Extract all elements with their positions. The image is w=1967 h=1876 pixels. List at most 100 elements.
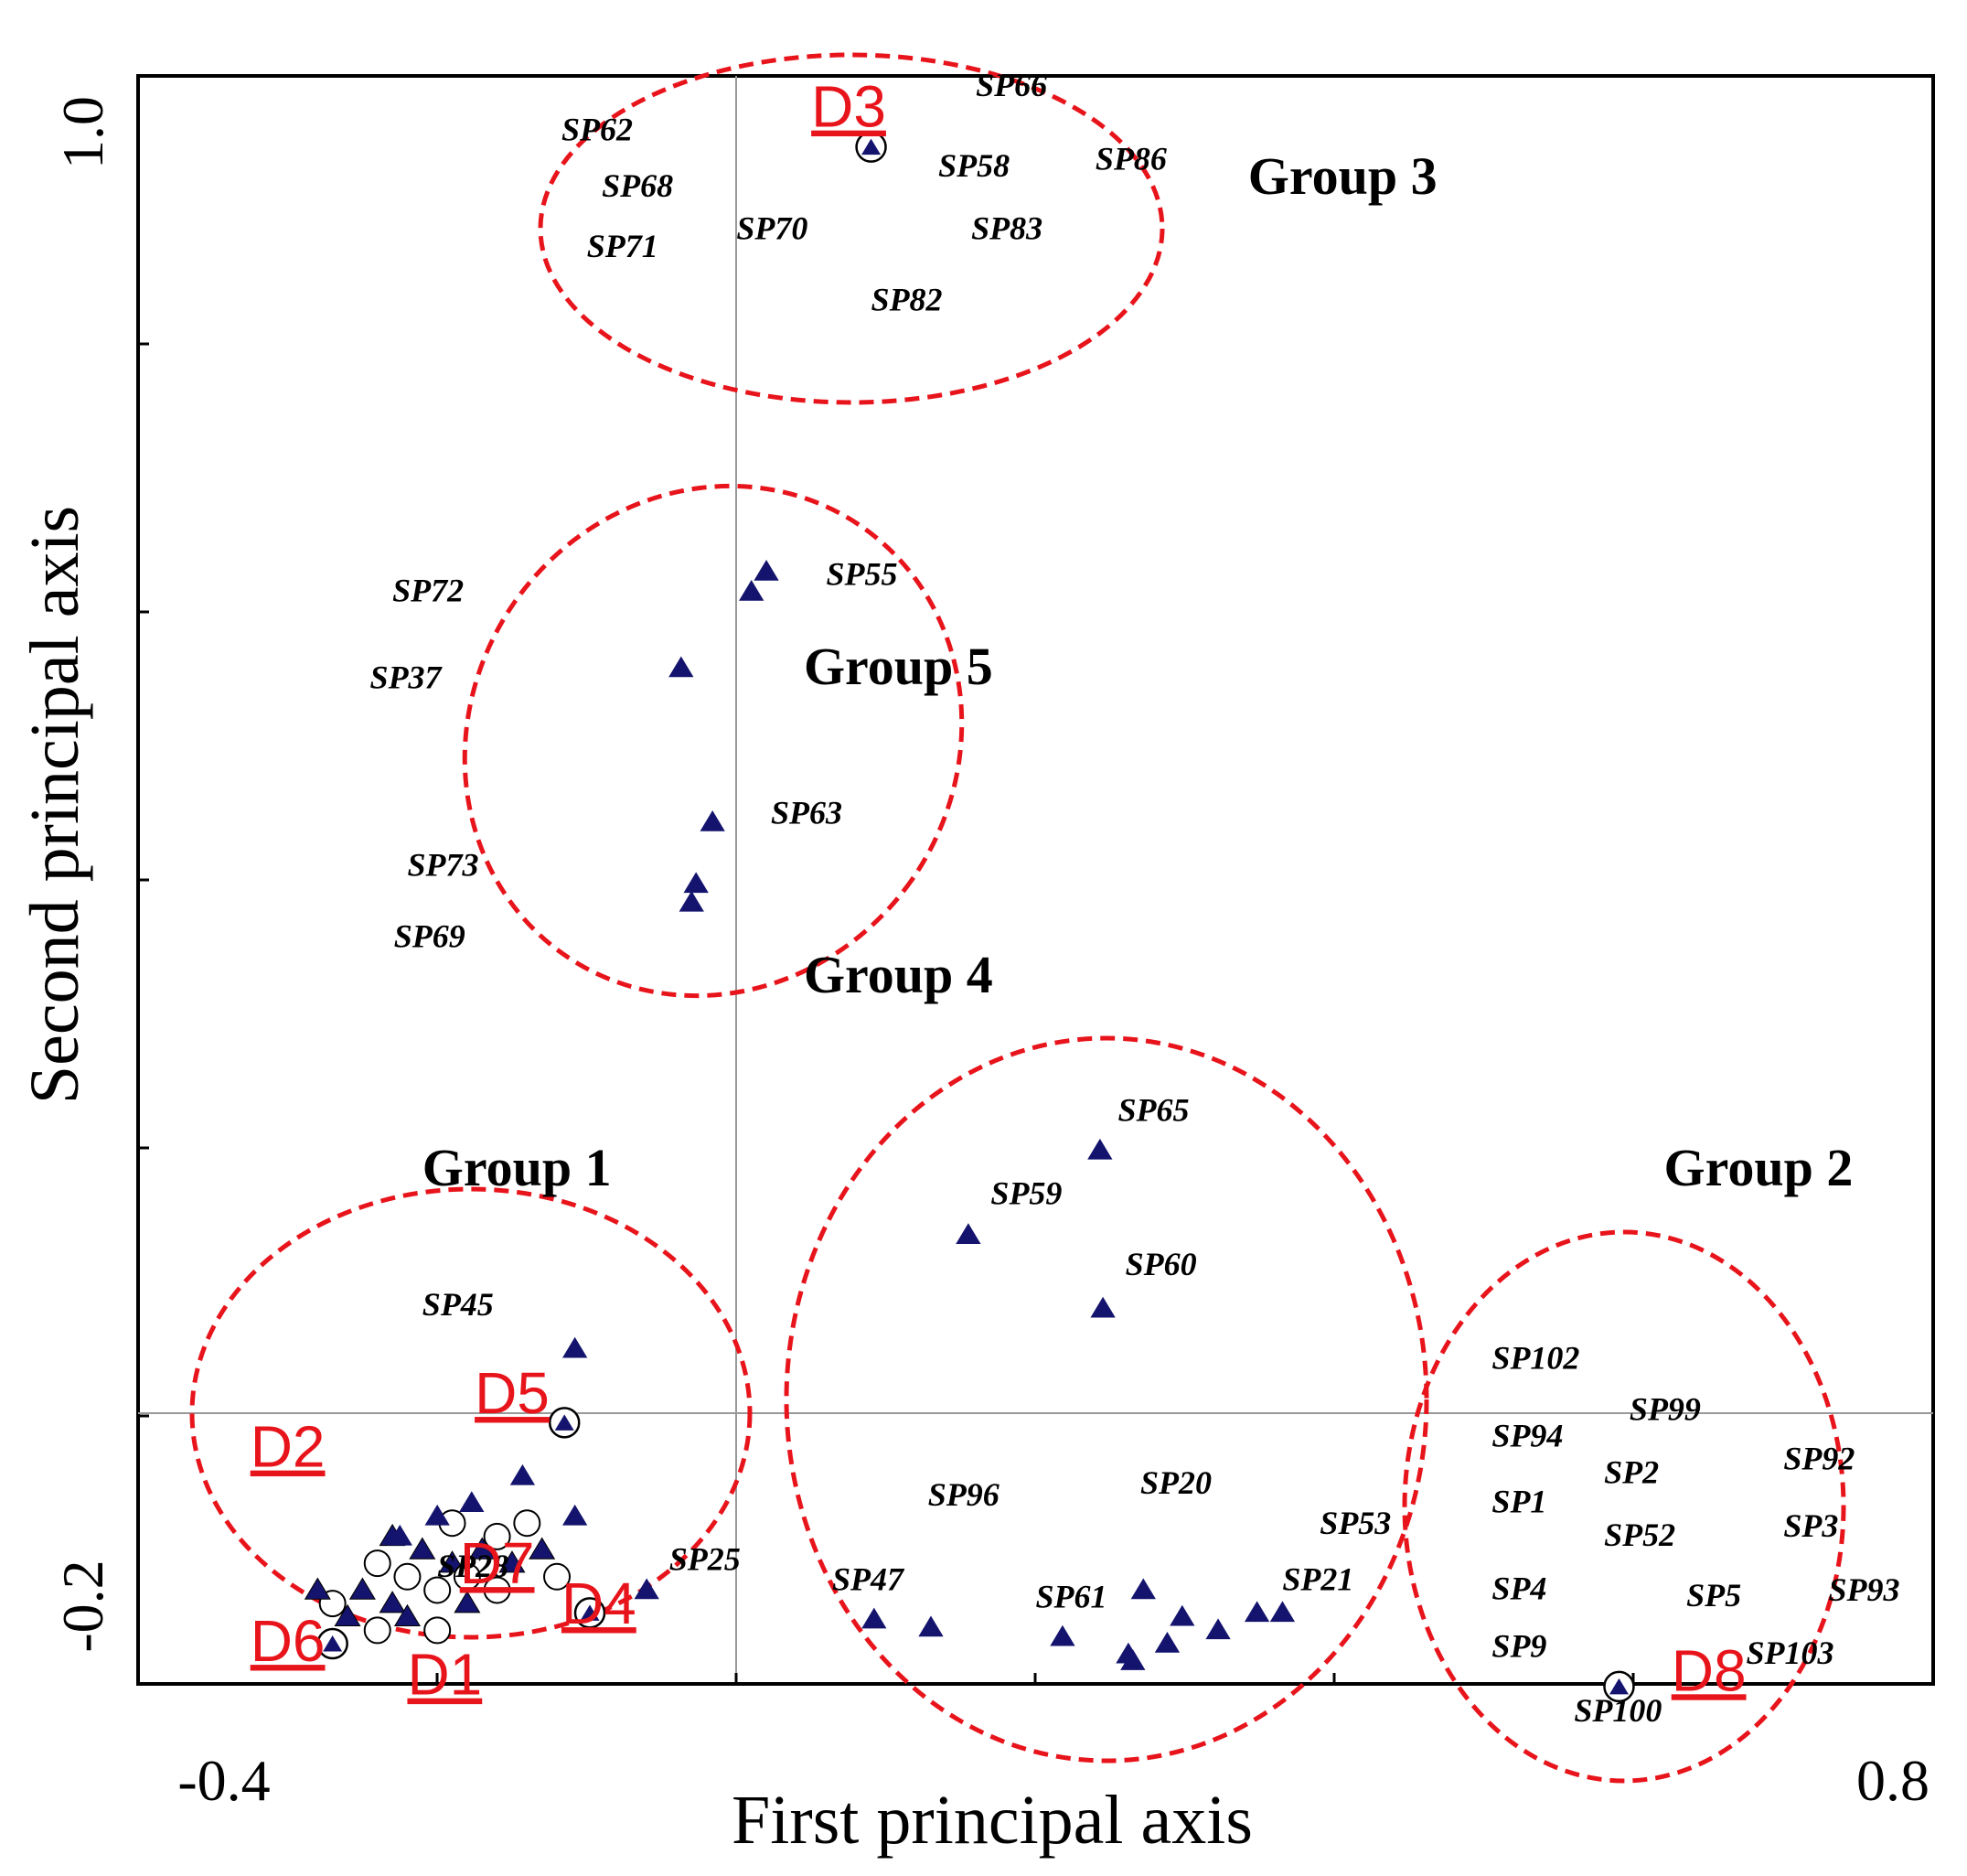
triangle-point-4 — [683, 872, 709, 894]
d-label-d1: D1 — [407, 1642, 482, 1708]
cluster-point-20 — [529, 1537, 556, 1560]
point-label-sp73: SP73 — [407, 847, 478, 884]
x-axis-title: First principal axis — [732, 1782, 1253, 1859]
triangle-point-9 — [562, 1336, 588, 1358]
group-1-label: Group 1 — [422, 1138, 612, 1197]
cluster-point-10 — [498, 1550, 526, 1573]
group-labels-layer: Group 3 Group 5 Group 4 Group 1 Group 2 — [422, 146, 1854, 1197]
point-label-sp86: SP86 — [1096, 141, 1167, 177]
cluster-points-layer — [304, 1509, 572, 1645]
triangle-point-3 — [700, 810, 725, 831]
point-label-sp60: SP60 — [1126, 1246, 1197, 1282]
x-tick-label-min: -0.4 — [177, 1748, 270, 1813]
triangle-point-1 — [739, 580, 764, 601]
point-label-sp68: SP68 — [602, 167, 673, 204]
triangle-point-13 — [424, 1504, 450, 1526]
circled-point-marker-4 — [323, 1635, 343, 1652]
point-label-sp52: SP52 — [1604, 1517, 1675, 1553]
cluster-point-14 — [304, 1577, 331, 1600]
point-label-sp37: SP37 — [370, 659, 444, 696]
cluster-point-7 — [453, 1562, 481, 1591]
y-axis-title: Second principal axis — [16, 506, 93, 1104]
cluster-point-15 — [363, 1616, 391, 1645]
circled-points-layer — [316, 131, 1635, 1703]
group-4-ellipse — [784, 1035, 1429, 1763]
cluster-point-12 — [334, 1603, 361, 1626]
point-label-sp2: SP2 — [1604, 1453, 1659, 1490]
cluster-point-18 — [454, 1591, 481, 1613]
point-label-sp1: SP1 — [1491, 1483, 1546, 1519]
point-label-sp5: SP5 — [1686, 1577, 1741, 1613]
cluster-point-2 — [379, 1591, 406, 1613]
cluster-point-4 — [409, 1537, 436, 1560]
d-label-d8: D8 — [1672, 1637, 1747, 1703]
cluster-point-8 — [468, 1537, 496, 1560]
point-label-sp9: SP9 — [1491, 1628, 1546, 1665]
group-3-ellipse — [538, 52, 1165, 405]
point-label-sp93: SP93 — [1828, 1571, 1899, 1608]
cluster-point-19 — [483, 1576, 511, 1604]
d-label-d4: D4 — [561, 1570, 636, 1636]
point-label-sp82: SP82 — [871, 281, 943, 317]
triangle-point-21 — [1205, 1618, 1231, 1640]
point-label-sp61: SP61 — [1036, 1578, 1107, 1614]
point-label-sp66: SP66 — [976, 67, 1047, 103]
group-1-ellipse — [189, 1186, 753, 1640]
y-tick-label-max: 1.0 — [50, 96, 115, 169]
triangle-point-8 — [1090, 1296, 1116, 1318]
point-label-sp47: SP47 — [832, 1560, 905, 1597]
point-label-sp4: SP4 — [1491, 1570, 1546, 1607]
point-label-sp65: SP65 — [1117, 1092, 1189, 1129]
cluster-point-21 — [543, 1562, 572, 1591]
triangle-point-18 — [1050, 1624, 1075, 1646]
point-label-sp69: SP69 — [394, 917, 465, 954]
y-tick-label-min: -0.2 — [50, 1560, 115, 1652]
triangle-point-2 — [668, 656, 694, 678]
point-label-sp45: SP45 — [422, 1286, 494, 1323]
d-label-d5: D5 — [475, 1360, 550, 1426]
point-label-sp3: SP3 — [1783, 1507, 1838, 1544]
triangle-point-24 — [1154, 1632, 1181, 1653]
point-label-sp71: SP71 — [587, 228, 658, 264]
point-label-sp96: SP96 — [928, 1476, 1000, 1513]
triangle-point-26 — [1120, 1649, 1146, 1670]
d-label-d3: D3 — [811, 74, 886, 140]
group-2-ellipse — [1402, 1229, 1846, 1784]
point-label-sp103: SP103 — [1747, 1635, 1834, 1671]
point-label-sp55: SP55 — [826, 556, 897, 593]
triangle-points-layer — [387, 560, 1296, 1670]
point-label-sp62: SP62 — [561, 111, 633, 147]
cluster-point-17 — [423, 1616, 452, 1645]
cluster-point-16 — [393, 1603, 421, 1626]
group-4-label: Group 4 — [804, 945, 993, 1004]
d-label-d6: D6 — [251, 1608, 326, 1674]
triangle-point-22 — [1244, 1601, 1270, 1623]
triangle-point-16 — [861, 1607, 887, 1629]
circled-point-marker-2 — [580, 1604, 600, 1621]
point-label-sp21: SP21 — [1282, 1560, 1353, 1597]
triangle-point-14 — [387, 1524, 412, 1546]
triangle-point-6 — [1087, 1138, 1113, 1160]
point-label-sp63: SP63 — [771, 794, 842, 831]
point-label-sp94: SP94 — [1491, 1418, 1563, 1454]
triangle-point-5 — [679, 890, 704, 912]
point-label-sp70: SP70 — [736, 210, 807, 247]
point-label-sp92: SP92 — [1783, 1441, 1855, 1477]
triangle-point-19 — [1130, 1578, 1156, 1600]
species-labels-layer: SP62 SP66 SP58 SP86 SP68 SP71 SP70 SP83 SP82 SP72… — [370, 67, 1900, 1729]
d-label-d2: D2 — [251, 1414, 326, 1480]
triangle-point-23 — [1269, 1601, 1296, 1623]
point-label-sp58: SP58 — [938, 147, 1010, 184]
triangle-point-11 — [459, 1491, 485, 1512]
triangle-point-20 — [1170, 1604, 1195, 1626]
group-3-label: Group 3 — [1248, 146, 1438, 206]
cluster-point-1 — [363, 1549, 391, 1578]
point-label-sp53: SP53 — [1320, 1505, 1391, 1541]
circled-point-marker-3 — [1609, 1678, 1629, 1695]
circled-point-marker-0 — [861, 138, 882, 155]
group-5-label: Group 5 — [804, 637, 993, 696]
point-label-sp72: SP72 — [392, 572, 464, 608]
triangle-point-15 — [634, 1578, 659, 1600]
point-label-sp28: SP28 — [437, 1548, 508, 1584]
